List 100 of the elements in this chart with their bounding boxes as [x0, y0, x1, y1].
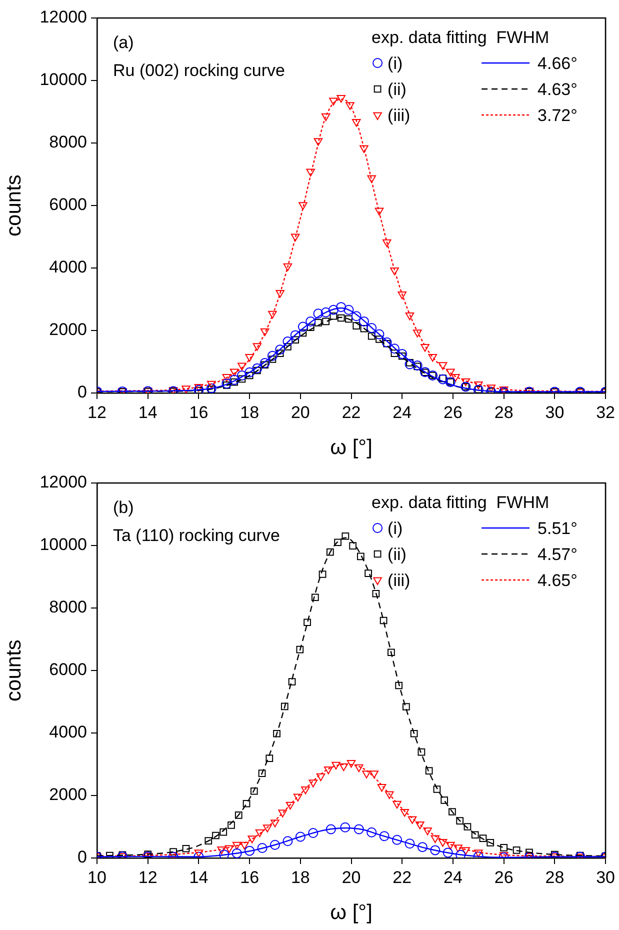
- legend-label: (i): [388, 54, 403, 73]
- legend-label: (i): [388, 519, 403, 538]
- point: [398, 292, 407, 300]
- point: [290, 234, 300, 242]
- point: [258, 770, 266, 777]
- y-axis-title: counts: [2, 174, 26, 236]
- point: [318, 570, 326, 578]
- point: [208, 386, 216, 393]
- point: [446, 842, 455, 850]
- x-tick-label: 26: [494, 868, 514, 887]
- point: [229, 374, 240, 385]
- point: [428, 354, 438, 362]
- x-tick-label: 20: [342, 868, 361, 887]
- y-tick-label: 6000: [49, 195, 87, 214]
- point: [392, 800, 402, 809]
- text: (a): [113, 33, 134, 52]
- point: [206, 383, 216, 393]
- point: [232, 842, 242, 850]
- point: [486, 839, 494, 846]
- point: [326, 548, 334, 556]
- point: [278, 810, 288, 818]
- point: [404, 838, 415, 849]
- point: [372, 590, 380, 598]
- point: [395, 682, 403, 690]
- legend-label: 4.63°: [538, 80, 578, 99]
- point: [228, 822, 235, 829]
- point: [261, 361, 268, 369]
- point: [402, 703, 410, 710]
- point: [329, 98, 338, 106]
- x-axis-title: ω [°]: [330, 901, 372, 924]
- point: [366, 323, 377, 333]
- point: [438, 839, 448, 847]
- point: [224, 845, 234, 853]
- point: [440, 796, 448, 804]
- point: [238, 375, 246, 383]
- point: [461, 847, 470, 855]
- point: [351, 311, 362, 322]
- point: [314, 138, 323, 146]
- point: [106, 852, 114, 858]
- y-tick-label: 12000: [40, 8, 87, 27]
- point: [326, 824, 336, 834]
- point: [412, 330, 422, 338]
- point: [282, 836, 293, 846]
- point: [364, 570, 372, 577]
- point: [217, 846, 226, 854]
- point: [420, 344, 430, 352]
- point: [276, 290, 284, 298]
- point: [306, 324, 314, 332]
- point: [283, 263, 292, 272]
- point: [456, 850, 466, 858]
- legend-label: (ii): [388, 80, 406, 99]
- legend-label: (iii): [388, 571, 410, 590]
- x-tick-label: 30: [545, 402, 564, 422]
- point: [286, 802, 295, 810]
- point: [284, 343, 292, 350]
- point: [222, 378, 232, 389]
- x-tick-label: 32: [596, 402, 616, 422]
- y-tick-label: 8000: [49, 132, 87, 152]
- point: [222, 374, 232, 382]
- point: [383, 340, 391, 348]
- x-axis-title: ω [°]: [330, 436, 372, 460]
- point: [250, 787, 258, 795]
- point: [244, 846, 255, 856]
- x-tick-label: 10: [88, 868, 106, 887]
- point: [332, 762, 340, 770]
- point: [290, 330, 300, 340]
- point: [232, 848, 242, 858]
- point: [276, 350, 284, 357]
- legend-label: 4.65°: [538, 571, 578, 590]
- point: [446, 368, 455, 376]
- point: [526, 848, 533, 856]
- point: [306, 316, 316, 326]
- y-tick-label: 6000: [49, 660, 87, 680]
- y-tick-label: 4000: [49, 722, 87, 742]
- point: [430, 835, 440, 843]
- point: [385, 791, 394, 799]
- point: [430, 845, 440, 856]
- point: [230, 378, 238, 386]
- point: [182, 386, 190, 393]
- point: [245, 354, 254, 362]
- point: [230, 368, 239, 376]
- x-tick-label: 14: [189, 868, 208, 887]
- legend-title: exp. data fitting FWHM: [372, 493, 550, 512]
- y-tick-label: 8000: [49, 598, 87, 617]
- point: [433, 786, 441, 793]
- point: [295, 832, 306, 842]
- point: [354, 824, 364, 834]
- point: [471, 831, 479, 839]
- point: [390, 267, 399, 276]
- point: [240, 842, 249, 850]
- point: [376, 336, 383, 343]
- x-tick-label: 26: [444, 402, 462, 422]
- point: [357, 552, 364, 560]
- point: [236, 370, 247, 380]
- x-tick-label: 28: [545, 868, 564, 887]
- point: [296, 646, 304, 654]
- point: [308, 828, 318, 838]
- point: [270, 840, 280, 850]
- point: [306, 168, 315, 176]
- point: [273, 730, 280, 738]
